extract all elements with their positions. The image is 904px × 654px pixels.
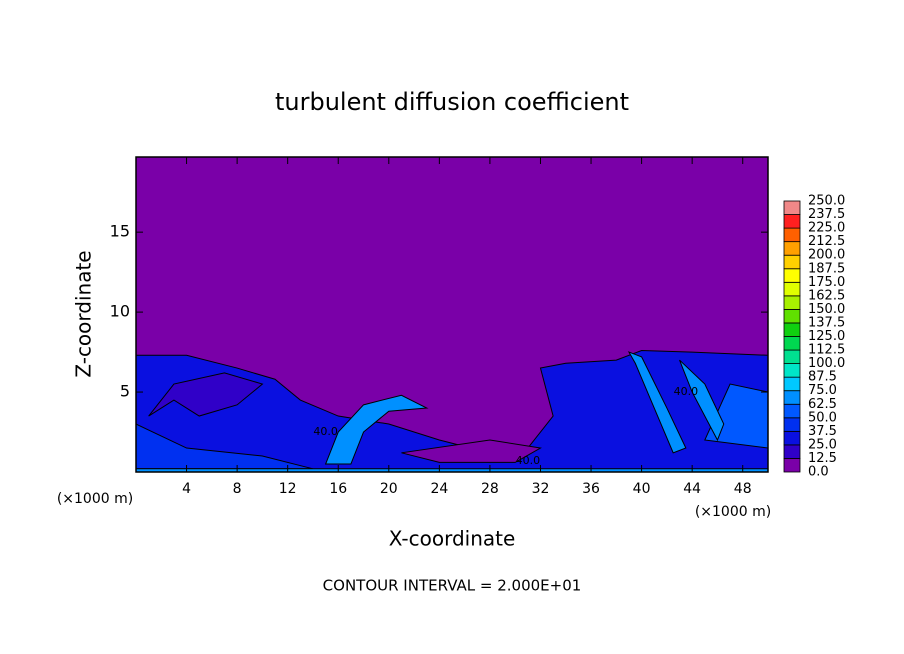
- contour-region: [401, 439, 542, 463]
- colorbar-label: 187.5: [808, 261, 845, 276]
- colorbar-label: 212.5: [808, 234, 845, 249]
- plot-frame: [135, 156, 769, 473]
- colorbar-label: 25.0: [808, 437, 837, 452]
- chart-title: turbulent diffusion coefficient: [275, 88, 629, 116]
- contour-region: [148, 372, 264, 417]
- x-unit-label: (×1000 m): [695, 504, 771, 520]
- colorbar-bin: [783, 390, 801, 405]
- colorbar-bin: [783, 403, 801, 419]
- colorbar-bin: [783, 444, 801, 459]
- x-tick-label: 48: [734, 481, 752, 497]
- colorbar-bin: [783, 268, 801, 283]
- colorbar-label: 137.5: [808, 315, 845, 330]
- colorbar-bin: [783, 308, 801, 324]
- colorbar-bin: [783, 336, 801, 351]
- colorbar-label: 37.5: [808, 424, 837, 439]
- colorbar-bin: [783, 363, 801, 378]
- colorbar-bin: [783, 349, 801, 364]
- colorbar-bin: [783, 295, 801, 310]
- x-tick-label: 12: [279, 481, 297, 497]
- colorbar-label: 87.5: [808, 370, 837, 385]
- footnote: CONTOUR INTERVAL = 2.000E+01: [323, 577, 582, 595]
- x-unit-label: (×1000 m): [57, 491, 133, 507]
- colorbar-label: 125.0: [808, 329, 845, 344]
- colorbar-label: 200.0: [808, 248, 845, 263]
- contour-region: [136, 468, 768, 472]
- x-tick-label: 4: [182, 481, 191, 497]
- colorbar-label: 50.0: [808, 410, 837, 425]
- x-tick-label: 44: [683, 481, 701, 497]
- colorbar-bin: [783, 241, 801, 256]
- colorbar-bin: [783, 376, 801, 392]
- colorbar-label: 237.5: [808, 207, 845, 222]
- colorbar-label: 0.0: [808, 465, 829, 480]
- colorbar-label: 62.5: [808, 397, 837, 412]
- colorbar-label: 75.0: [808, 383, 837, 398]
- x-tick-label: 20: [380, 481, 398, 497]
- y-axis-label: Z-coordinate: [72, 250, 96, 377]
- colorbar-bin: [783, 458, 801, 473]
- contour-region: [679, 359, 725, 442]
- colorbar-bin: [783, 281, 801, 297]
- contour-label: 40.0: [674, 385, 699, 398]
- y-tick-label: 5: [120, 382, 130, 401]
- x-tick-label: 24: [430, 481, 448, 497]
- colorbar-label: 162.5: [808, 288, 845, 303]
- x-axis-label: X-coordinate: [389, 527, 516, 551]
- colorbar-label: 100.0: [808, 356, 845, 371]
- x-tick-label: 36: [582, 481, 600, 497]
- colorbar-label: 175.0: [808, 275, 845, 290]
- x-tick-label: 28: [481, 481, 499, 497]
- colorbar-bin: [783, 417, 801, 432]
- contour-label: 40.0: [516, 454, 541, 467]
- colorbar-label: 250.0: [808, 194, 845, 209]
- x-tick-label: 16: [329, 481, 347, 497]
- colorbar-label: 225.0: [808, 221, 845, 236]
- colorbar-bin: [783, 200, 801, 215]
- contour-region: [627, 351, 687, 454]
- y-tick-label: 15: [110, 222, 130, 241]
- contour-label: 40.0: [313, 425, 338, 438]
- x-tick-label: 32: [532, 481, 550, 497]
- contour-region: [324, 394, 429, 465]
- colorbar-bin: [783, 322, 801, 337]
- colorbar-bin: [783, 430, 801, 446]
- field: 40.0 40.0 40.0: [136, 157, 768, 472]
- x-tick-label: 40: [633, 481, 651, 497]
- colorbar-label: 12.5: [808, 451, 837, 466]
- x-tick-label: 8: [233, 481, 242, 497]
- colorbar-label: 112.5: [808, 343, 845, 358]
- colorbar-label: 150.0: [808, 302, 845, 317]
- colorbar-bin: [783, 227, 801, 243]
- colorbar-bin: [783, 214, 801, 229]
- y-tick-label: 10: [110, 302, 130, 321]
- colorbar-bin: [783, 254, 801, 270]
